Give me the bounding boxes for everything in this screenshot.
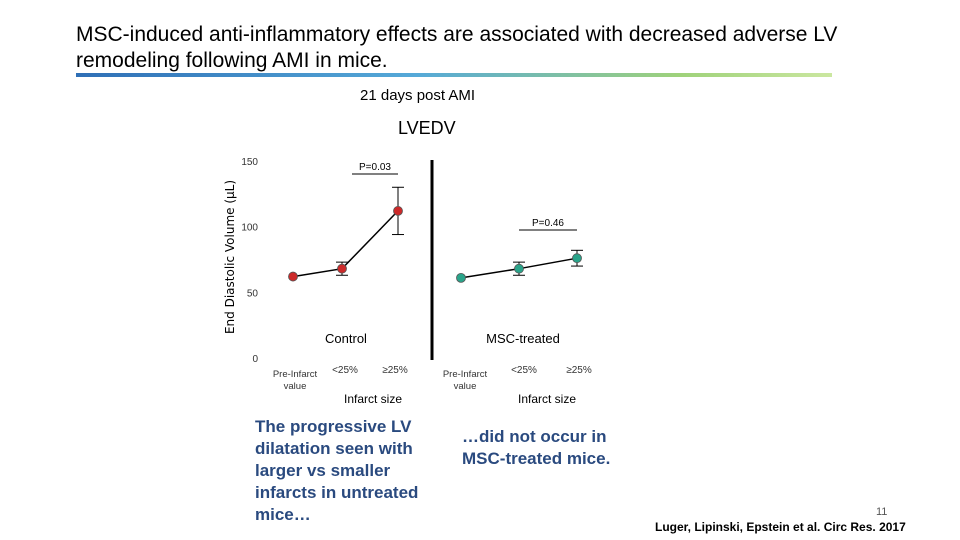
- chart-title: LVEDV: [398, 118, 456, 138]
- right-caption: …did not occur in MSC-treated mice.: [462, 427, 611, 468]
- x-tick-label: Pre-Infarct: [443, 369, 488, 380]
- left-caption: The progressive LV dilatation seen with …: [255, 417, 419, 524]
- y-tick-label: 0: [252, 354, 258, 365]
- y-tick-label: 150: [241, 157, 258, 168]
- data-point: [337, 263, 347, 274]
- chart-subtitle: 21 days post AMI: [360, 87, 476, 104]
- x-axis-label: Infarct size: [518, 392, 576, 406]
- y-tick-label: 50: [247, 288, 259, 299]
- data-point: [572, 253, 582, 264]
- x-axis-label: Infarct size: [344, 392, 402, 406]
- x-tick-label: value: [284, 381, 307, 392]
- data-point: [393, 206, 403, 216]
- x-tick-label: ≥25%: [566, 365, 592, 376]
- x-tick-label: Pre-Infarct: [273, 369, 318, 380]
- x-tick-label: value: [454, 381, 477, 392]
- group-label: MSC-treated: [486, 331, 560, 346]
- data-point: [514, 263, 524, 274]
- data-point: [456, 272, 466, 283]
- data-point: [288, 271, 298, 282]
- p-value-label: P=0.46: [532, 218, 564, 229]
- title-underline: [76, 73, 832, 77]
- group-label: Control: [325, 331, 367, 346]
- x-tick-label: <25%: [332, 365, 358, 376]
- x-tick-label: ≥25%: [382, 365, 408, 376]
- slide-number: 11: [876, 506, 888, 518]
- p-value-label: P=0.03: [359, 162, 391, 173]
- slide-title: MSC-induced anti-inflammatory effects ar…: [76, 23, 838, 72]
- citation: Luger, Lipinski, Epstein et al. Circ Res…: [655, 520, 906, 534]
- y-axis-label: End Diastolic Volume (µL): [223, 180, 237, 334]
- y-tick-label: 100: [241, 223, 258, 234]
- x-tick-label: <25%: [511, 365, 537, 376]
